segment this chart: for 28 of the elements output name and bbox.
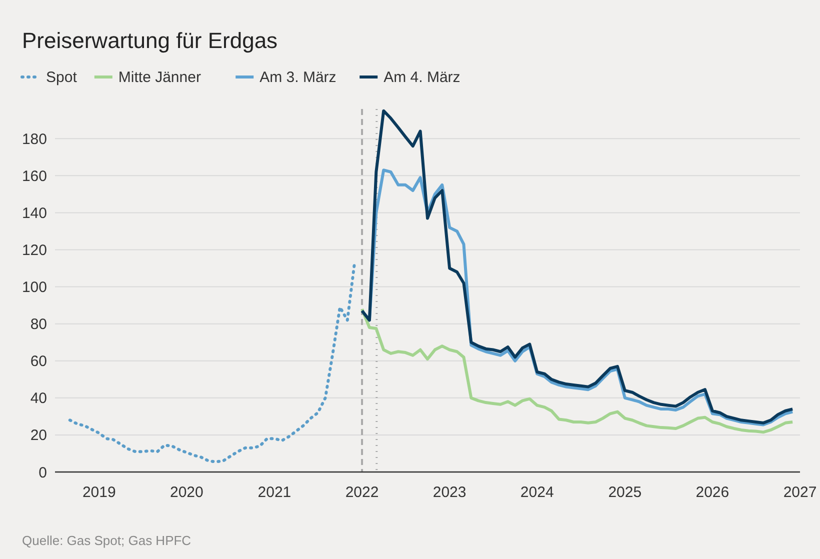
y-tick-label: 80	[30, 316, 47, 334]
y-tick-label: 60	[30, 353, 47, 370]
x-tick-label: 2023	[432, 484, 466, 501]
line-series	[360, 308, 794, 434]
x-tick-label: 2021	[258, 484, 292, 501]
line-series	[68, 261, 356, 464]
y-tick-label: 100	[22, 279, 47, 296]
x-tick-label: 2025	[608, 484, 642, 501]
chart-title: Preiserwartung für Erdgas	[22, 28, 278, 53]
x-tick-label: 2024	[520, 484, 554, 501]
y-tick-label: 120	[22, 242, 47, 260]
legend-label: Mitte Jänner	[118, 69, 201, 86]
y-tick-label: 0	[38, 464, 47, 482]
x-tick-label: 2019	[82, 484, 116, 501]
legend-label: Am 4. März	[384, 69, 460, 86]
y-tick-label: 20	[30, 427, 47, 444]
y-tick-label: 180	[22, 130, 47, 148]
x-tick-label: 2027	[783, 484, 817, 501]
line-series	[360, 109, 794, 424]
source-note: Quelle: Gas Spot; Gas HPFC	[22, 533, 192, 548]
x-tick-label: 2020	[170, 484, 204, 501]
y-tick-label: 140	[22, 204, 47, 222]
y-tick-label: 160	[22, 168, 47, 185]
x-tick-label: 2026	[696, 484, 730, 501]
legend-label: Spot	[46, 69, 78, 86]
y-tick-label: 40	[30, 390, 47, 408]
legend-label: Am 3. März	[260, 69, 336, 86]
x-tick-label: 2022	[345, 484, 379, 501]
